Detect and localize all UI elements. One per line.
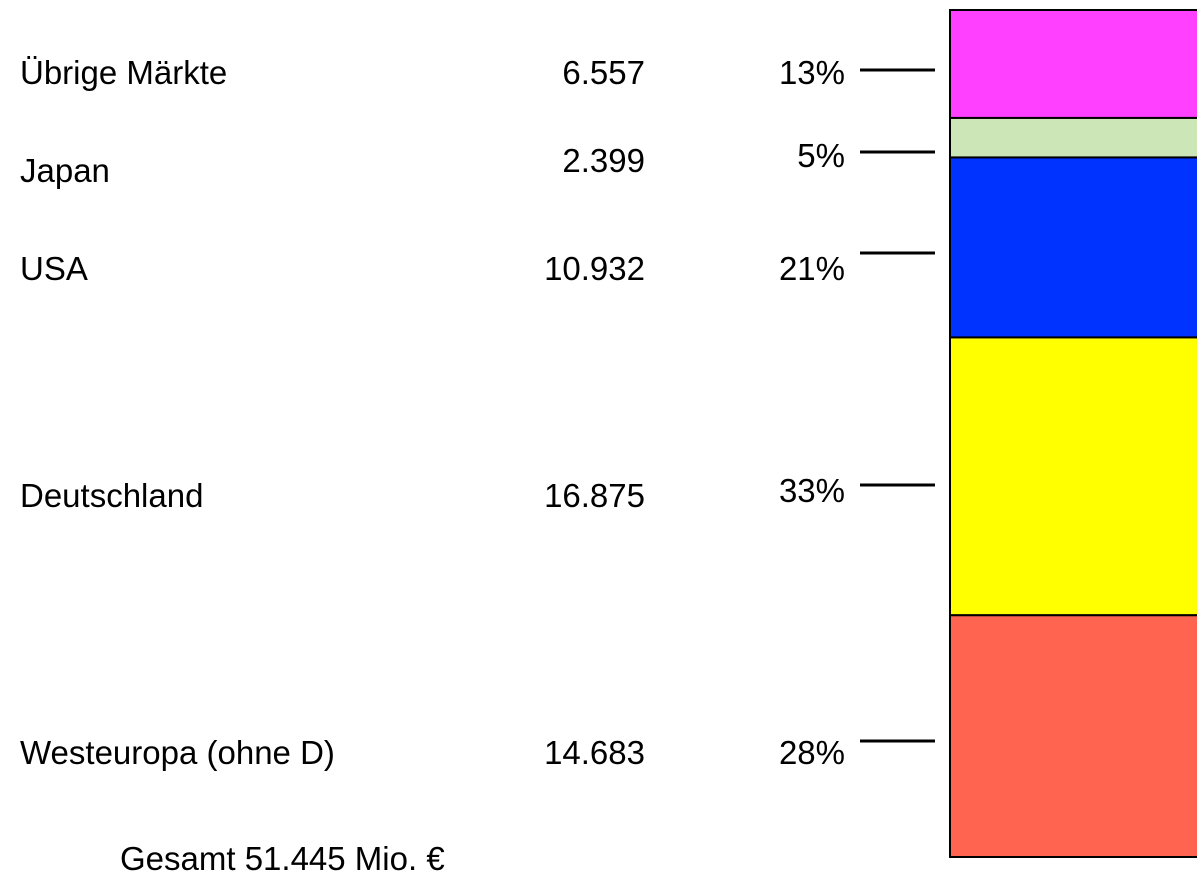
value-label: 10.932 xyxy=(544,250,645,287)
percent-label: 13% xyxy=(779,54,845,91)
bar-segment xyxy=(949,336,1197,617)
value-label: 2.399 xyxy=(562,142,645,179)
percent-label: 21% xyxy=(779,250,845,287)
footnote: Gesamt 51.445 Mio. € xyxy=(120,840,445,877)
bar-segment xyxy=(949,9,1197,119)
bar-segment xyxy=(949,116,1197,159)
value-label: 16.875 xyxy=(544,477,645,514)
category-label: USA xyxy=(20,250,88,287)
category-label: Deutschland xyxy=(20,477,203,514)
value-label: 14.683 xyxy=(544,734,645,771)
bar-segment xyxy=(949,614,1197,858)
value-label: 6.557 xyxy=(562,54,645,91)
percent-label: 28% xyxy=(779,734,845,771)
bar-segment xyxy=(949,156,1197,339)
percent-label: 33% xyxy=(779,472,845,509)
category-label: Übrige Märkte xyxy=(20,54,227,91)
category-label: Westeuropa (ohne D) xyxy=(20,734,335,771)
category-label: Japan xyxy=(20,152,110,189)
percent-label: 5% xyxy=(797,137,845,174)
